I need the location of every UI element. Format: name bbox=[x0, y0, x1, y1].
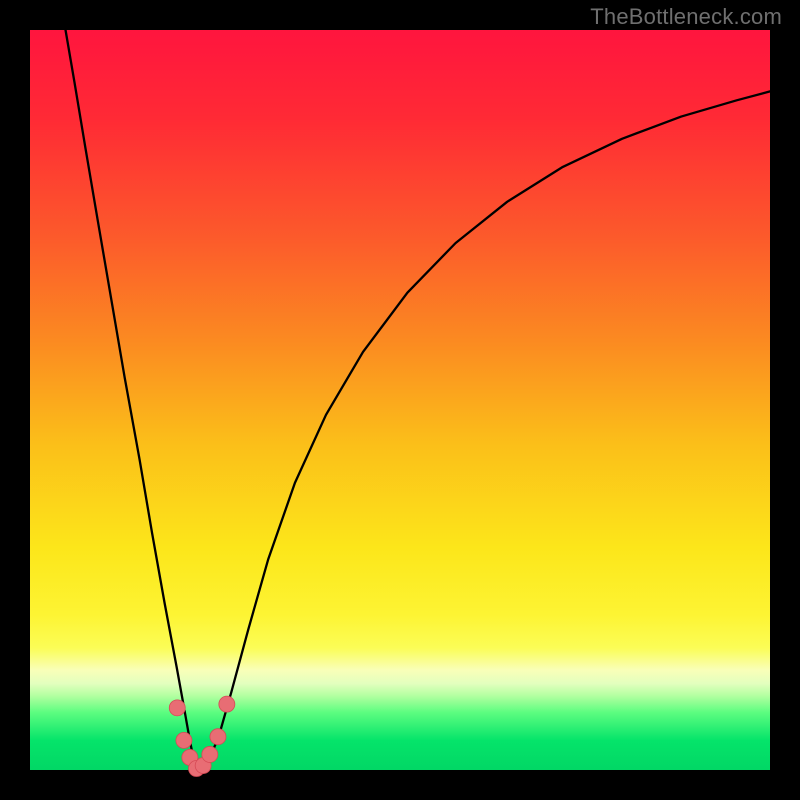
gradient-background bbox=[30, 30, 770, 770]
marker-dot bbox=[202, 746, 218, 762]
marker-dot bbox=[176, 732, 192, 748]
bottleneck-curve-chart bbox=[0, 0, 800, 800]
watermark-text: TheBottleneck.com bbox=[590, 4, 782, 30]
chart-container: TheBottleneck.com bbox=[0, 0, 800, 800]
marker-dot bbox=[210, 729, 226, 745]
marker-dot bbox=[219, 696, 235, 712]
marker-dot bbox=[169, 700, 185, 716]
